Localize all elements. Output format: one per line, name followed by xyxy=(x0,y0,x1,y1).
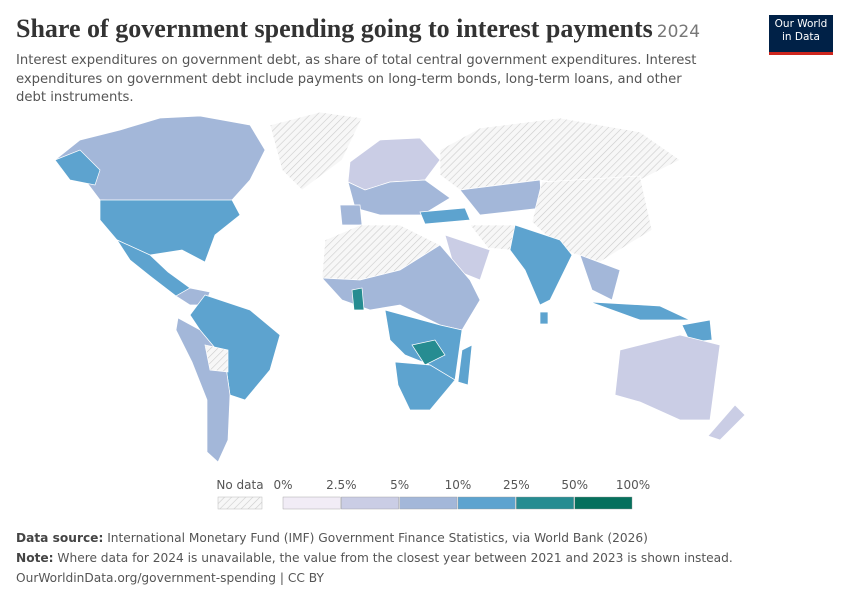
country[interactable] xyxy=(579,254,621,301)
country[interactable] xyxy=(321,244,481,331)
country[interactable] xyxy=(347,179,451,216)
country[interactable] xyxy=(707,404,746,441)
country[interactable] xyxy=(204,344,229,373)
legend: No data 0% 2.5% 5% 10% 25% 50% 100% xyxy=(216,478,650,510)
legend-label: No data xyxy=(216,478,263,492)
title: Share of government spending going to in… xyxy=(16,14,653,43)
country[interactable] xyxy=(339,204,363,226)
legend-tick-label: 2.5% xyxy=(326,478,357,492)
url[interactable]: OurWorldinData.org/government-spending |… xyxy=(16,571,324,585)
country[interactable] xyxy=(419,207,471,225)
logo-line: in Data xyxy=(782,31,820,43)
legend-tick-label: 100% xyxy=(616,478,650,492)
footer: Data source: International Monetary Fund… xyxy=(16,528,733,588)
note-line: Note: Where data for 2024 is unavailable… xyxy=(16,548,733,568)
country[interactable] xyxy=(539,311,549,325)
country[interactable] xyxy=(269,111,363,191)
country[interactable] xyxy=(509,224,573,306)
source-label: Data source: xyxy=(16,531,104,545)
legend-tick-label: 25% xyxy=(503,478,530,492)
country[interactable] xyxy=(411,339,446,366)
year: 2024 xyxy=(656,22,701,42)
legend-tick-label: 10% xyxy=(445,478,472,492)
country[interactable] xyxy=(351,287,365,311)
legend-bin xyxy=(574,496,633,510)
legend-swatch xyxy=(217,496,263,510)
country[interactable] xyxy=(54,149,101,186)
legend-tick-label: 0% xyxy=(273,478,292,492)
country[interactable] xyxy=(189,294,281,401)
country[interactable] xyxy=(531,175,653,263)
country[interactable] xyxy=(681,319,713,343)
country[interactable] xyxy=(439,117,681,191)
note-label: Note: xyxy=(16,551,54,565)
legend-bin xyxy=(341,496,399,510)
legend-tick-label: 5% xyxy=(390,478,409,492)
note: Where data for 2024 is unavailable, the … xyxy=(57,551,733,565)
legend-bin xyxy=(516,496,574,510)
source: International Monetary Fund (IMF) Govern… xyxy=(107,531,648,545)
country[interactable] xyxy=(394,361,456,411)
countries xyxy=(54,111,746,463)
country[interactable] xyxy=(589,301,691,321)
subtitle: Interest expenditures on government debt… xyxy=(16,53,697,105)
title-block: Share of government spending going to in… xyxy=(16,14,700,44)
source-line: Data source: International Monetary Fund… xyxy=(16,528,733,548)
logo[interactable]: Our World in Data xyxy=(769,15,833,55)
legend-bin xyxy=(399,496,458,510)
map: No data 0% 2.5% 5% 10% 25% 50% 100% xyxy=(54,111,746,510)
logo-line: Our World xyxy=(774,18,828,30)
legend-tick-label: 50% xyxy=(561,478,588,492)
legend-bin xyxy=(457,496,516,510)
country[interactable] xyxy=(457,344,473,386)
legend-bin xyxy=(282,496,341,510)
country[interactable] xyxy=(99,199,241,263)
country[interactable] xyxy=(614,334,721,421)
